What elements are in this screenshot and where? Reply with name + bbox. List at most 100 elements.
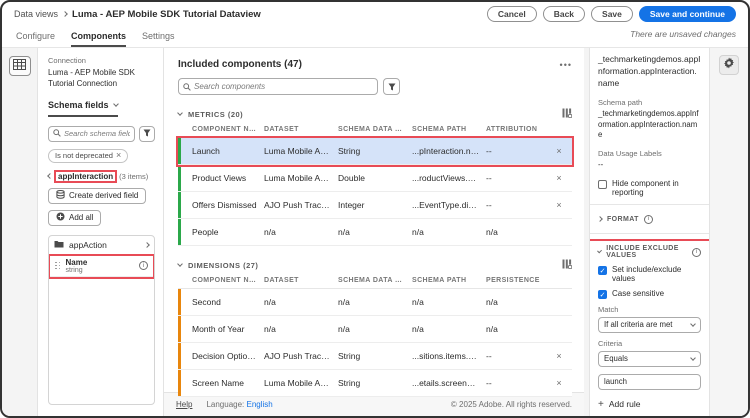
criteria-label: Criteria <box>598 338 623 348</box>
column-settings-icon[interactable] <box>562 105 573 123</box>
col-dataset: DATASET <box>264 126 299 133</box>
include-exclude-toggle[interactable]: INCLUDE EXCLUDE VALUES i <box>597 245 701 259</box>
criteria-operator-select[interactable]: Equals <box>598 350 701 367</box>
folder-icon <box>54 240 64 250</box>
metric-color-bar <box>178 165 181 191</box>
cell-schema-path: ...etails.screenName <box>412 378 486 388</box>
checkbox-unchecked[interactable] <box>598 179 607 189</box>
cancel-button[interactable]: Cancel <box>486 6 537 22</box>
data-table-rail-button[interactable] <box>8 56 31 76</box>
connection-label: Connection <box>48 56 86 65</box>
right-settings-rail <box>710 48 748 416</box>
cell-attribution: -- <box>486 146 492 156</box>
cell-attribution: -- <box>486 200 492 210</box>
folder-item-appaction[interactable]: appAction <box>49 236 154 255</box>
dimensions-table-header: COMPONENT NAME DATASET SCHEMA DATA TYPE … <box>178 273 572 289</box>
remove-row-icon[interactable]: × <box>556 145 562 156</box>
cell-attribution: -- <box>486 173 492 183</box>
chevron-down-icon <box>690 320 696 327</box>
database-stack-icon <box>56 190 65 201</box>
case-sensitive-checkbox-row[interactable]: ✓ Case sensitive <box>598 289 701 299</box>
add-all-button[interactable]: Add all <box>48 209 102 226</box>
help-link[interactable]: Help <box>176 400 193 409</box>
hide-component-checkbox-row[interactable]: Hide component in reporting <box>598 179 701 197</box>
cell-schema-path: n/a <box>412 324 424 334</box>
save-button[interactable]: Save <box>591 6 633 22</box>
gear-icon <box>723 56 735 74</box>
panel-divider <box>584 48 590 416</box>
checkbox-checked[interactable]: ✓ <box>598 289 607 299</box>
cell-persistence: -- <box>486 351 492 361</box>
table-row-month-of-year[interactable]: Month of Year n/a n/a n/a n/a <box>178 316 572 343</box>
remove-row-icon[interactable]: × <box>556 172 562 183</box>
data-usage-labels-value: -- <box>598 160 604 170</box>
settings-gear-button[interactable] <box>719 55 739 75</box>
table-row-launch[interactable]: Launch Luma Mobile App ... String ...pIn… <box>176 136 574 167</box>
schema-search-box <box>48 125 135 142</box>
match-select-value: If all criteria are met <box>604 320 673 330</box>
criteria-value-input[interactable] <box>598 373 701 390</box>
schema-path-value: _techmarketingdemos.appInformation.appIn… <box>598 108 699 140</box>
set-include-exclude-label: Set include/exclude values <box>612 265 682 284</box>
table-row-offers-dismissed[interactable]: Offers Dismissed AJO Push Tracking... In… <box>178 192 572 219</box>
chevron-down-icon <box>112 100 119 107</box>
dimensions-section-header[interactable]: DIMENSIONS (27) <box>177 256 573 274</box>
include-exclude-section: INCLUDE EXCLUDE VALUES i ✓ Set include/e… <box>590 239 709 416</box>
cell-dataset: Luma Mobile App ... <box>264 378 338 388</box>
col-schema-data-type: SCHEMA DATA TYPE <box>338 277 412 284</box>
save-and-continue-button[interactable]: Save and continue <box>638 6 736 22</box>
metric-color-bar <box>178 219 181 245</box>
tab-settings[interactable]: Settings <box>142 31 175 41</box>
metrics-section-header[interactable]: METRICS (20) <box>177 105 573 123</box>
field-item-name[interactable]: Name string i <box>49 253 154 279</box>
language-english-link[interactable]: English <box>246 400 273 409</box>
tab-configure[interactable]: Configure <box>16 31 56 41</box>
cell-schema-data-type: String <box>338 378 361 388</box>
checkbox-checked[interactable]: ✓ <box>598 265 607 275</box>
remove-row-icon[interactable]: × <box>556 199 562 210</box>
dimension-color-bar <box>178 343 181 369</box>
set-include-exclude-checkbox-row[interactable]: ✓ Set include/exclude values <box>598 265 701 283</box>
filter-chip-not-deprecated[interactable]: Is not deprecated × <box>48 148 129 163</box>
included-components-panel: Included components (47) ••• <box>164 48 584 416</box>
components-search-input[interactable] <box>194 82 373 91</box>
table-row-screen-name[interactable]: Screen Name Luma Mobile App ... String .… <box>178 370 572 397</box>
cell-schema-path: ...pInteraction.name <box>412 146 486 156</box>
metric-color-bar <box>178 138 181 164</box>
field-breadcrumb-appinteraction[interactable]: appInteraction <box>53 169 118 183</box>
field-item-type: string <box>65 266 83 274</box>
info-icon[interactable]: i <box>139 261 148 271</box>
table-row-product-views[interactable]: Product Views Luma Mobile App ... Double… <box>178 165 572 192</box>
table-row-people[interactable]: People n/a n/a n/a n/a <box>178 219 572 246</box>
info-icon[interactable]: i <box>692 247 701 257</box>
remove-row-icon[interactable]: × <box>556 350 562 361</box>
add-rule-button[interactable]: + Add rule <box>598 399 701 410</box>
column-settings-icon[interactable] <box>562 256 573 274</box>
schema-fields-selector[interactable]: Schema fields <box>48 99 119 117</box>
info-icon[interactable]: i <box>643 214 653 224</box>
table-row-decision-option[interactable]: Decision Option N... AJO Push Tracking..… <box>178 343 572 370</box>
breadcrumb-data-views-link[interactable]: Data views <box>14 9 59 19</box>
drag-handle-icon[interactable] <box>55 261 61 270</box>
tab-components[interactable]: Components <box>71 31 127 47</box>
cell-dataset: AJO Push Tracking... <box>264 351 338 361</box>
chip-close-icon[interactable]: × <box>115 150 122 161</box>
schema-search-input[interactable] <box>64 129 130 139</box>
remove-row-icon[interactable]: × <box>556 377 562 388</box>
components-filter-button[interactable] <box>383 78 400 95</box>
create-derived-field-button[interactable]: Create derived field <box>48 187 147 204</box>
back-button[interactable]: Back <box>542 6 586 22</box>
cell-dataset: n/a <box>264 324 276 334</box>
cell-schema-path: ...roductViews.value <box>412 173 486 183</box>
match-select[interactable]: If all criteria are met <box>598 316 701 333</box>
schema-filter-button[interactable] <box>139 125 155 142</box>
search-icon <box>183 78 191 96</box>
back-chevron-icon[interactable] <box>47 173 53 179</box>
table-row-second[interactable]: Second n/a n/a n/a n/a <box>178 289 572 316</box>
more-options-icon[interactable]: ••• <box>559 59 572 70</box>
schema-fields-label: Schema fields <box>48 99 109 110</box>
format-section-toggle[interactable]: FORMAT i <box>597 212 701 226</box>
filter-funnel-icon <box>388 78 396 96</box>
add-rule-label: Add rule <box>608 399 641 410</box>
dimensions-section-title: DIMENSIONS (27) <box>188 260 259 270</box>
